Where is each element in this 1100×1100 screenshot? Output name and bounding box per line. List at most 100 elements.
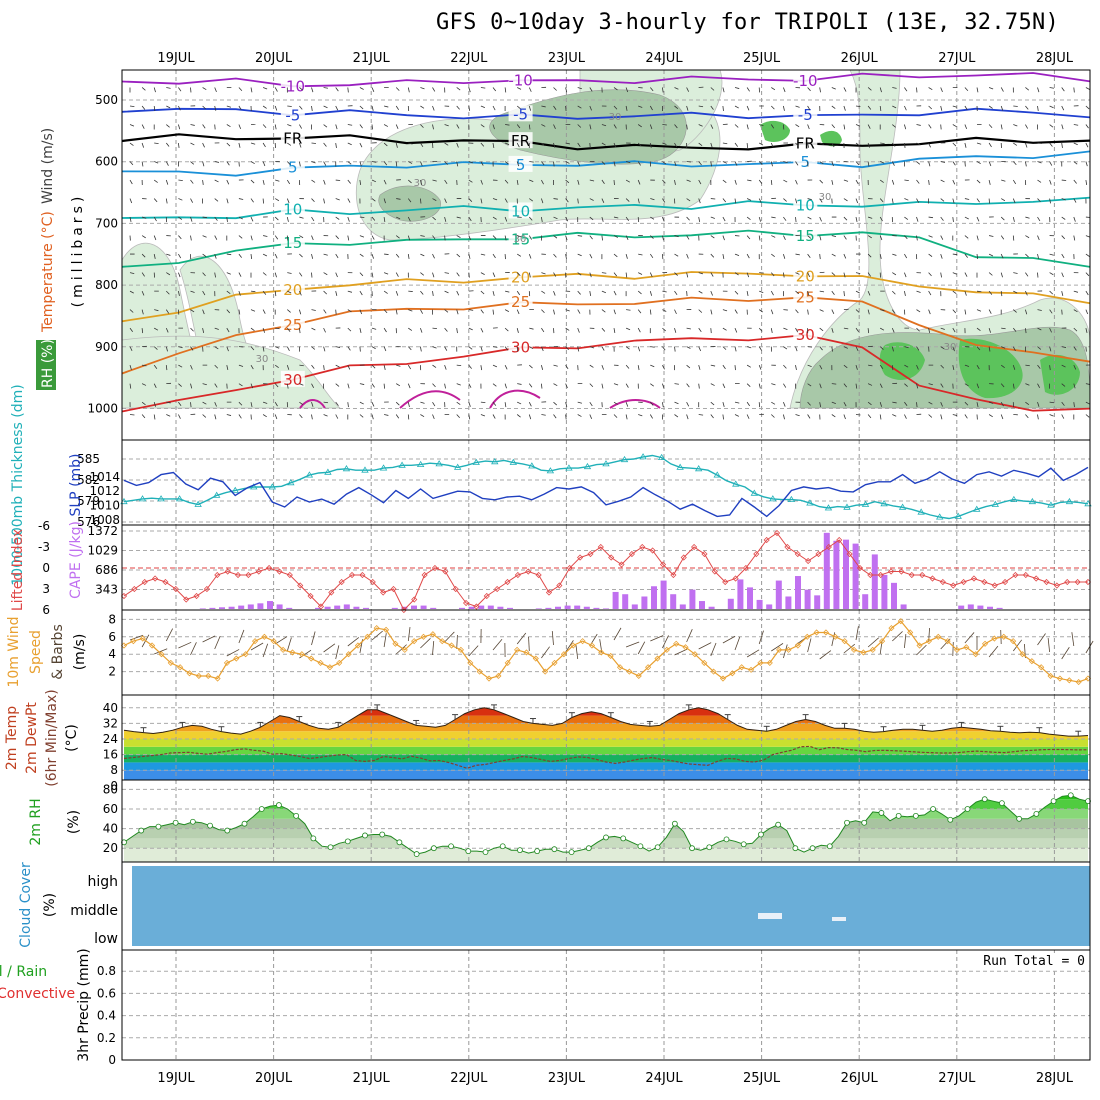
cape-bar — [958, 605, 965, 609]
data-point — [472, 458, 480, 465]
isotherm-label-bg — [280, 158, 305, 175]
wind-barb — [238, 87, 243, 91]
rh-band — [124, 809, 1088, 819]
wind-barb — [577, 414, 582, 417]
wind-barb — [166, 401, 171, 404]
wind-barb — [638, 105, 643, 108]
wind-barb — [1025, 401, 1030, 406]
wind-barb — [299, 383, 304, 386]
wind-barb — [190, 290, 195, 293]
li-point — [608, 554, 615, 561]
wind-barb — [746, 364, 751, 368]
wind-barb — [214, 161, 220, 163]
wind-barb — [529, 179, 534, 183]
wind-barb — [904, 179, 909, 182]
wind-barb — [262, 414, 267, 418]
wind-barb — [407, 383, 411, 389]
wind-barb — [819, 650, 832, 660]
wind-barb — [178, 198, 183, 201]
wind-barb — [420, 235, 425, 237]
wind-point — [270, 638, 277, 645]
wind-barb — [879, 640, 883, 655]
wind-point — [570, 642, 577, 649]
isotherm-label: 10 — [283, 200, 302, 218]
wind-barb — [214, 216, 218, 221]
wind-barb — [746, 198, 752, 201]
wind-barb — [625, 346, 630, 350]
wind-barb — [807, 253, 811, 258]
wind-barb — [480, 272, 485, 275]
rh-label: 2m RH — [28, 798, 44, 845]
rh-point — [172, 819, 179, 826]
wind-barb — [988, 87, 994, 90]
wind-barb — [674, 309, 677, 315]
wind-barb — [517, 401, 522, 405]
wind-barb — [529, 346, 534, 350]
wind-barb — [141, 309, 144, 315]
wind-barb — [456, 401, 461, 405]
li-point — [908, 571, 915, 579]
wind-barb — [238, 124, 242, 130]
wind-barb — [771, 235, 776, 238]
wind-barb — [758, 327, 763, 332]
wind-barb — [710, 364, 716, 367]
wind-barb — [904, 87, 908, 92]
wind-barb — [153, 87, 156, 93]
wind-point — [195, 672, 202, 680]
wind-barb — [686, 401, 690, 407]
wind-barb — [613, 383, 619, 386]
wind-barb — [444, 124, 449, 127]
wind-barb — [335, 216, 340, 220]
upper-ytick: 1000 — [87, 402, 118, 416]
wind-barb — [988, 401, 994, 404]
wind-barb — [1085, 328, 1088, 333]
wind-barb — [214, 105, 217, 111]
wind-barb — [601, 142, 606, 146]
cape-bar — [727, 598, 734, 609]
cape-bar — [900, 604, 907, 609]
temp-band — [122, 700, 1090, 708]
li-line — [123, 532, 1088, 611]
wind-barb — [891, 142, 896, 147]
wind-barb — [879, 198, 884, 203]
wind-barb — [710, 309, 713, 315]
li-label: Lifted Index — [10, 529, 26, 611]
wind-barb — [166, 87, 171, 89]
cape-bar — [411, 605, 417, 609]
wind-point — [280, 646, 287, 653]
wind-barb — [662, 198, 666, 203]
wind-barb — [274, 272, 277, 278]
wind-barb — [710, 105, 714, 110]
wind-barb — [1085, 309, 1089, 315]
wind-barb — [347, 161, 352, 165]
wind-barb — [855, 198, 859, 204]
wind-barb — [286, 198, 290, 204]
wind-barb — [722, 635, 736, 644]
wind-barb — [686, 327, 691, 330]
wind-point — [748, 666, 755, 673]
wind-barb — [1073, 179, 1077, 184]
wind-barb — [1085, 401, 1090, 405]
bottom-date-label: 25JUL — [743, 1071, 781, 1086]
wind-barb — [674, 272, 678, 276]
wind-barb — [299, 328, 301, 334]
data-point — [212, 491, 221, 498]
li-point — [380, 589, 387, 596]
wind-barb — [323, 124, 328, 128]
wind-barb — [662, 635, 669, 649]
wind-barb — [396, 364, 401, 367]
wind-barb — [892, 631, 903, 642]
li-point — [742, 564, 750, 572]
wind-barb — [843, 179, 849, 182]
thickness-tick: 585 — [77, 452, 100, 466]
wind-barb — [165, 142, 170, 147]
li-point — [670, 571, 677, 579]
rh-point — [379, 831, 386, 838]
wind-point — [738, 664, 745, 671]
wind-barb — [141, 328, 144, 334]
wind-barb — [783, 161, 788, 163]
wind-barb — [371, 105, 374, 111]
wind-barb — [589, 364, 594, 368]
wind-point — [701, 659, 708, 666]
wind-barb — [589, 105, 592, 111]
